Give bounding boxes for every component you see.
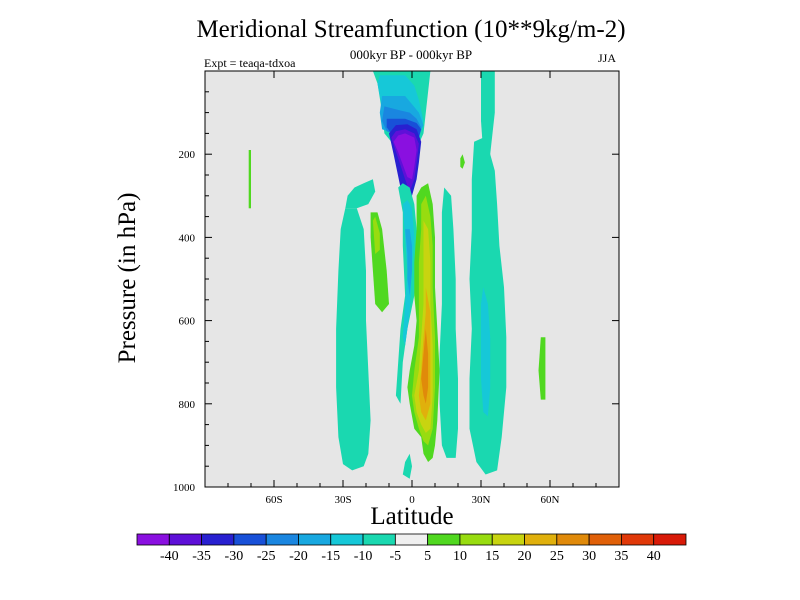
colorbar-label: 20 (518, 549, 532, 564)
chart-title: Meridional Streamfunction (10**9kg/m-2) (196, 16, 626, 43)
colorbar-box (136, 533, 170, 546)
colorbar-label: -25 (257, 549, 276, 564)
contour-region (405, 229, 412, 296)
y-tick-label: 400 (179, 232, 196, 244)
contour-region (439, 187, 458, 458)
contour-region (481, 71, 495, 171)
x-axis-label: Latitude (370, 503, 454, 530)
colorbar-box (556, 533, 590, 546)
colorbar-label: -5 (390, 549, 402, 564)
colorbar-box (524, 533, 558, 546)
y-tick-label: 800 (179, 399, 196, 411)
contour-region (393, 133, 417, 180)
colorbar-label: -15 (321, 549, 340, 564)
colorbar-box (330, 533, 364, 546)
contour-region (421, 328, 429, 404)
colorbar-box (298, 533, 332, 546)
contour-region (345, 179, 376, 209)
contour-region (336, 208, 371, 471)
contour-region (402, 453, 412, 479)
colorbar-box (362, 533, 396, 546)
colorbar-label: 25 (550, 549, 564, 564)
experiment-label: Expt = teaqa-tdxoa (204, 56, 296, 70)
colorbar-label: -20 (289, 549, 308, 564)
colorbar-label: -35 (192, 549, 211, 564)
colorbar-box (265, 533, 299, 546)
colorbar-label: -30 (225, 549, 244, 564)
chart-subtitle: 000kyr BP - 000kyr BP (349, 47, 473, 62)
colorbar-box (394, 533, 429, 546)
colorbar-label: -40 (160, 549, 179, 564)
contour-region (460, 154, 465, 169)
x-tick-label: 60S (265, 494, 282, 506)
contour-region (372, 216, 380, 254)
colorbar-label: 5 (424, 549, 431, 564)
contour-region (538, 337, 546, 400)
colorbar-box (459, 533, 493, 546)
colorbar-label: 10 (453, 549, 467, 564)
y-tick-label: 200 (179, 149, 196, 161)
x-tick-label: 60N (541, 494, 560, 506)
colorbar-label: 15 (485, 549, 499, 564)
colorbar-box (201, 533, 235, 546)
y-tick-label: 1000 (173, 482, 196, 494)
x-tick-label: 0 (409, 494, 415, 506)
colorbar-label: 40 (647, 549, 661, 564)
colorbar-label: -10 (354, 549, 373, 564)
colorbar-box (588, 533, 622, 546)
colorbar-box (653, 533, 687, 546)
colorbar-box (427, 533, 461, 546)
contour-region (248, 150, 251, 209)
contour-region (481, 287, 491, 417)
colorbar-box (621, 533, 655, 546)
colorbar-label: 30 (582, 549, 596, 564)
colorbar-box (233, 533, 267, 546)
colorbar-box (491, 533, 525, 546)
y-tick-label: 600 (179, 316, 196, 328)
x-tick-label: 30N (472, 494, 491, 506)
season-label: JJA (598, 51, 617, 65)
x-tick-label: 30S (334, 494, 351, 506)
colorbar-box (168, 533, 202, 546)
colorbar-label: 35 (614, 549, 628, 564)
